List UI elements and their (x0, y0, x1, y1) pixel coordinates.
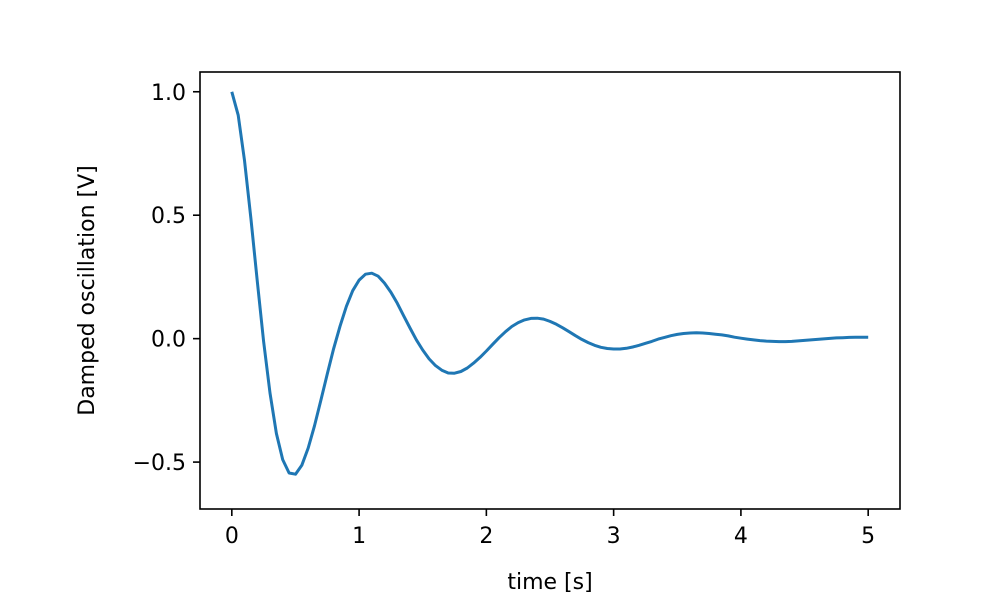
plot-area (200, 72, 900, 509)
y-axis-label: Damped oscillation [V] (75, 165, 100, 416)
x-tick-label: 2 (479, 524, 493, 549)
series-line (230, 91, 869, 476)
x-tick-label: 3 (607, 524, 621, 549)
y-tick-label: 0.0 (151, 328, 186, 353)
y-tick-label: 0.5 (151, 204, 186, 229)
x-axis-ticks: 0 1 2 3 4 5 (225, 509, 875, 549)
y-tick-label: −0.5 (133, 451, 186, 476)
y-tick-label: 1.0 (151, 81, 186, 106)
y-axis-ticks: −0.5 0.0 0.5 1.0 (133, 81, 200, 476)
plot-frame (199, 71, 901, 510)
x-tick-label: 0 (225, 524, 239, 549)
x-axis-label: time [s] (507, 570, 592, 595)
x-tick-label: 4 (734, 524, 748, 549)
x-tick-label: 1 (352, 524, 366, 549)
x-tick-label: 5 (861, 524, 875, 549)
